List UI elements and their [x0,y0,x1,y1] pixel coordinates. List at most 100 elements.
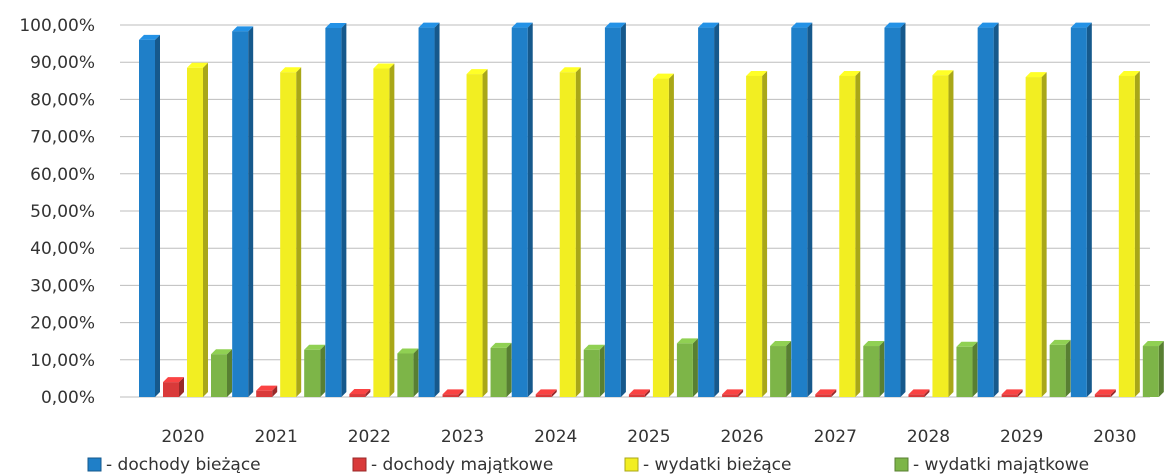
bar [163,377,184,397]
bar [466,69,488,397]
bar-front [187,67,203,397]
bar-top [628,389,650,395]
x-tick-label: 2030 [1093,427,1136,447]
bar-top [349,389,371,395]
legend-label: - dochody majątkowe [371,455,553,475]
bar-top [187,62,208,68]
bar [1094,389,1116,397]
bar-front [373,68,390,398]
legend-swatch [894,457,909,472]
bar-side [575,67,581,397]
bar-front [325,27,342,397]
bar-front [977,27,994,397]
bar-side [714,22,720,397]
y-tick-label: 100,00% [19,16,95,36]
bar-side [924,389,930,397]
bar-side [855,70,861,398]
y-tick-label: 60,00% [30,165,95,185]
bar [1049,339,1071,397]
y-tick-label: 50,00% [30,202,95,222]
bar [770,341,792,397]
bar [908,389,930,397]
y-tick-label: 80,00% [30,90,95,110]
bar-side [692,338,698,397]
bar-top [604,22,626,28]
x-tick-label: 2020 [161,427,204,447]
bar-top [139,34,160,40]
bar-side [948,70,954,397]
bar-front [1049,344,1066,397]
y-tick-label: 30,00% [30,276,95,296]
bar-top [418,22,440,28]
bar-side [786,341,792,397]
y-tick-label: 10,00% [30,351,95,371]
x-tick-label: 2023 [441,427,484,447]
bar [791,22,813,397]
bar-front [418,27,435,397]
bar [349,389,371,397]
bar-side [879,341,885,397]
bar-side [389,63,395,398]
bar-front [839,75,856,398]
bar-top [1118,70,1140,76]
bar-front [1094,394,1111,397]
bar-top [676,338,698,344]
bar-top [1025,72,1047,78]
bar-side [738,389,744,397]
bar-side [1017,389,1023,397]
bar-top [698,22,720,28]
bar [256,385,278,397]
y-tick-label: 40,00% [30,239,95,259]
bar-side [506,342,512,397]
bar [1025,72,1047,397]
x-tick-label: 2022 [348,427,391,447]
y-tick-label: 90,00% [30,53,95,73]
bar-front [1118,75,1135,398]
bar-side [831,389,837,397]
bar-side [482,69,488,397]
x-tick-label: 2024 [534,427,577,447]
bar-top [373,63,395,69]
bar [863,341,885,397]
bar-top [1070,22,1092,28]
legend-swatch [87,457,102,472]
bar [604,22,626,397]
legend-item: - wydatki majątkowe [894,455,1089,475]
bar-side [296,67,302,397]
bar [932,70,954,397]
y-tick-label: 70,00% [30,128,95,148]
bar [304,344,326,397]
bar-front [956,346,973,397]
bar-side [620,22,626,397]
legend-swatch [624,457,639,472]
bar-front [815,394,832,397]
bar-top [1049,339,1071,345]
bar [1070,22,1092,397]
bar-top [466,69,488,75]
bar-front [211,354,227,397]
bar-top [1094,389,1116,395]
bar [511,22,533,397]
bar-top [280,67,302,73]
bar-side [227,349,232,397]
bar-front [583,349,600,397]
bar-top [559,67,581,73]
bar-front [256,390,273,397]
bar-top [770,341,792,347]
bar-front [304,349,321,397]
bar-front [559,72,576,397]
bar [187,62,208,397]
bar-front [490,347,507,397]
bar [418,22,440,397]
bar-side [1134,70,1140,398]
bar [232,26,254,397]
bar-top [442,389,464,395]
bar [1142,341,1164,397]
bar-top [535,389,557,395]
bar-side [1041,72,1047,397]
bar [139,34,160,397]
bar-side [1110,389,1116,397]
bar-front [139,39,155,397]
bar-front [1070,27,1087,397]
